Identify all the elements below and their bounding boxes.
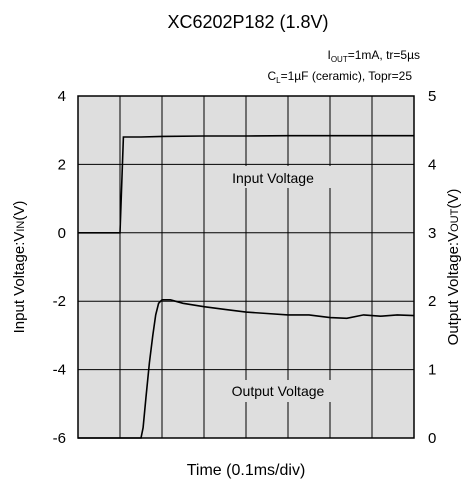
conditions-2-sub: L [276,76,281,85]
conditions-line-2: CL=1µF (ceramic), Topr=25 [267,69,412,85]
left-tick-label: 2 [58,156,66,173]
output-label-bg [212,380,344,402]
conditions-1-rest: =1mA, tr=5µs [348,48,420,62]
conditions-2-rest: =1µF (ceramic), Topr=25 [281,69,413,83]
right-tick-label: 0 [428,430,436,447]
left-tick-label: -6 [53,430,66,447]
right-tick-label: 4 [428,156,436,173]
left-label-sub: IN [15,221,27,232]
right-label-unit: (V) [445,189,462,209]
input-voltage-label: Input Voltage [232,170,314,186]
left-axis-ticks: 4 2 0 -2 -4 -6 [53,88,66,447]
left-tick-label: -4 [53,362,66,379]
left-label-unit: (V) [11,201,28,221]
input-voltage-line [78,134,414,234]
right-axis-label: Output Voltage:VOUT(V) [445,189,462,346]
right-label-main: Output Voltage:V [445,232,462,345]
right-axis-ticks: 5 4 3 2 1 0 [428,88,436,447]
right-tick-label: 1 [428,362,436,379]
left-axis-label: Input Voltage:VIN(V) [11,201,28,334]
grid-lines [78,96,414,438]
input-label-bg [211,166,335,188]
conditions-1-sub: OUT [331,55,348,64]
output-voltage-line [78,299,415,439]
conditions-1-main: I [327,48,330,62]
conditions-line-1: IOUT=1mA, tr=5µs [327,48,420,64]
x-axis-label: Time (0.1ms/div) [187,462,306,479]
right-tick-label: 2 [428,293,436,310]
conditions-2-main: C [267,69,276,83]
right-tick-label: 3 [428,225,436,242]
left-tick-label: 4 [58,88,66,105]
plot-frame [77,95,415,439]
left-tick-label: 0 [58,225,66,242]
right-tick-label: 5 [428,88,436,105]
output-voltage-label: Output Voltage [232,383,325,399]
chart-title: XC6202P182 (1.8V) [167,12,328,32]
left-label-main: Input Voltage:V [11,232,28,334]
right-label-sub: OUT [449,208,461,232]
left-tick-label: -2 [53,293,66,310]
